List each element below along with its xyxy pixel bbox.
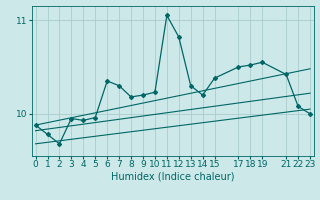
- X-axis label: Humidex (Indice chaleur): Humidex (Indice chaleur): [111, 172, 235, 182]
